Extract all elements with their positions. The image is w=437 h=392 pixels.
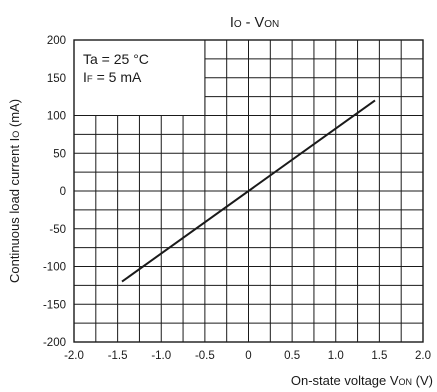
x-axis-label-main: On-state voltage V xyxy=(291,373,399,388)
chart-title: IO - VON xyxy=(230,15,279,31)
title-sep: - V xyxy=(242,15,265,31)
title-main-subscript: O xyxy=(234,19,242,30)
annotation-line-2-subscript: F xyxy=(87,74,93,85)
y-axis-label-main: Continuous load current I xyxy=(7,138,22,283)
y-tick-label: 150 xyxy=(47,73,66,85)
annotation-box-background xyxy=(74,40,205,116)
title-sep-subscript: ON xyxy=(264,19,279,30)
x-tick-label: 2.0 xyxy=(415,350,431,362)
series-line xyxy=(121,99,376,283)
x-tick-label: 0.5 xyxy=(284,350,300,362)
y-tick-label: -150 xyxy=(43,299,66,311)
x-tick-label: 0 xyxy=(245,350,251,362)
y-tick-labels: 200 150 100 50 0 -50 -100 -150 -200 xyxy=(43,35,66,349)
title-main: I xyxy=(230,15,234,31)
y-tick-label: -50 xyxy=(49,224,66,236)
y-axis-label-unit: (mA) xyxy=(7,99,22,131)
y-tick-label: -100 xyxy=(43,262,66,274)
x-tick-label: -1.0 xyxy=(151,350,171,362)
x-tick-label: -2.0 xyxy=(64,350,84,362)
x-tick-label: 1.5 xyxy=(371,350,387,362)
annotation-line-1: Ta = 25 °C xyxy=(83,51,149,67)
y-tick-label: -200 xyxy=(43,337,66,349)
y-tick-label: 0 xyxy=(60,186,66,198)
series-layer xyxy=(121,99,376,283)
annotation-box xyxy=(74,40,206,116)
annotation-line-2-rest: = 5 mA xyxy=(93,69,142,85)
y-tick-label: 100 xyxy=(47,111,66,123)
y-axis-label-subscript: O xyxy=(11,131,21,138)
plot-frame xyxy=(73,39,424,343)
y-axis-label: Continuous load current IO (mA) xyxy=(7,99,22,283)
y-tick-label: 200 xyxy=(47,35,66,47)
x-tick-label: -1.5 xyxy=(108,350,128,362)
annotation-line-2: IF = 5 mA xyxy=(83,69,142,85)
x-axis-label: On-state voltage VON (V) xyxy=(291,373,433,388)
x-tick-labels: -2.0 -1.5 -1.0 -0.5 0 0.5 1.0 1.5 2.0 xyxy=(64,350,431,362)
x-axis-label-unit: (V) xyxy=(412,373,433,388)
x-axis-label-subscript: ON xyxy=(399,377,413,387)
y-tick-label: 50 xyxy=(53,148,66,160)
x-tick-label: 1.0 xyxy=(328,350,344,362)
x-tick-label: -0.5 xyxy=(195,350,215,362)
annotation-line-2-main: I xyxy=(83,69,87,85)
